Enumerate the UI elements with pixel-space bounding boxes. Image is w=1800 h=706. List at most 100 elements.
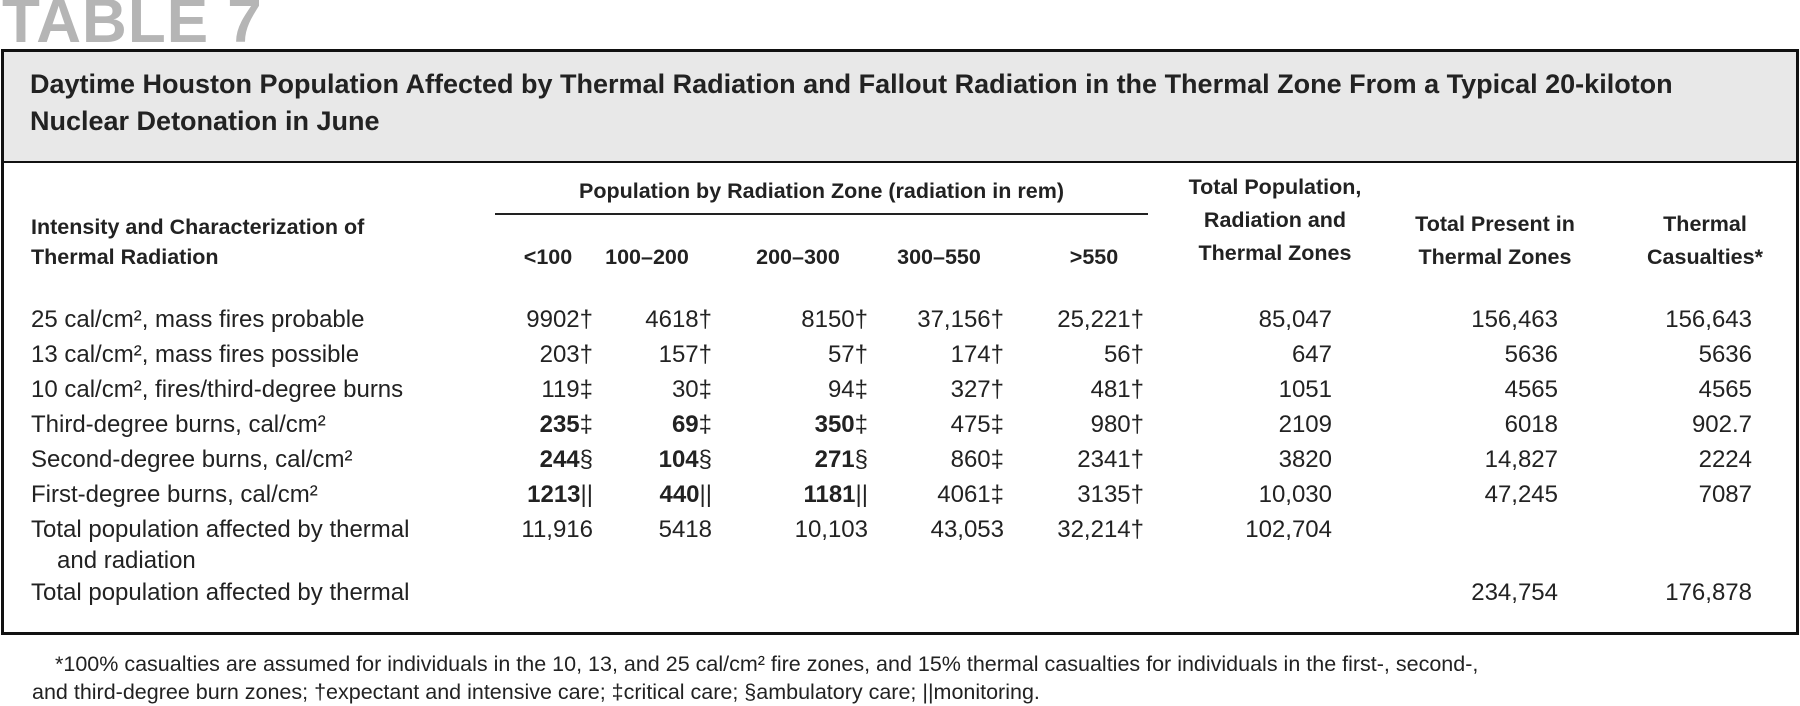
footnote-mark: † bbox=[1130, 376, 1144, 403]
table-cell: 85,047 bbox=[1259, 305, 1332, 335]
footnote-mark: † bbox=[990, 341, 1004, 368]
table-cell: 271§ bbox=[815, 445, 868, 475]
footnote-mark: † bbox=[1130, 306, 1144, 333]
cell-value: 3135 bbox=[1077, 481, 1131, 508]
table-cell: 475‡ bbox=[951, 410, 1004, 440]
cell-value: 57 bbox=[827, 341, 855, 368]
cell-value: 4618 bbox=[645, 306, 699, 333]
cell-value: 69 bbox=[671, 411, 699, 438]
cell-value: 174 bbox=[950, 341, 991, 368]
footnote-mark: ‡ bbox=[990, 481, 1004, 508]
cell-value: 7087 bbox=[1698, 481, 1752, 508]
footnote-mark: † bbox=[579, 341, 593, 368]
table-cell: 57† bbox=[828, 340, 868, 370]
cell-value: 647 bbox=[1291, 341, 1332, 368]
header-total-present-0: Total Present in bbox=[1415, 212, 1575, 236]
table-frame: Daytime Houston Population Affected by T… bbox=[1, 49, 1799, 635]
header-total-population-1: Radiation and bbox=[1203, 208, 1347, 232]
table-cell: 69‡ bbox=[672, 410, 712, 440]
header-total-population-0: Total Population, bbox=[1188, 175, 1362, 199]
table-cell: 156,643 bbox=[1665, 305, 1752, 335]
cell-value: 47,245 bbox=[1484, 481, 1558, 508]
footnote-mark: || bbox=[580, 481, 593, 508]
cell-value: 475 bbox=[950, 411, 991, 438]
table-cell: 3820 bbox=[1279, 445, 1332, 475]
cell-value: 2224 bbox=[1698, 446, 1752, 473]
table-cell: 56† bbox=[1104, 340, 1144, 370]
row-label: 25 cal/cm², mass fires probable bbox=[31, 306, 365, 333]
footnote-mark: † bbox=[1130, 446, 1144, 473]
row-label: 13 cal/cm², mass fires possible bbox=[31, 341, 360, 368]
table-cell: 174† bbox=[951, 340, 1004, 370]
cell-value: 350 bbox=[814, 411, 855, 438]
cell-value: 94 bbox=[827, 376, 855, 403]
header-intensity-line-1: Intensity and Characterization of bbox=[31, 215, 365, 239]
header-zone-0: <100 bbox=[523, 245, 573, 269]
row-label: Total population affected by thermal bbox=[31, 579, 410, 606]
footnote-mark: † bbox=[698, 341, 712, 368]
cell-value: 10,103 bbox=[794, 516, 868, 543]
cell-value: 9902 bbox=[526, 306, 580, 333]
cell-value: 2109 bbox=[1278, 411, 1332, 438]
cell-value: 176,878 bbox=[1665, 579, 1752, 606]
footnote-mark: || bbox=[699, 481, 712, 508]
cell-value: 14,827 bbox=[1484, 446, 1558, 473]
table-cell: 5636 bbox=[1699, 340, 1752, 370]
footnote-mark: ‡ bbox=[579, 411, 593, 438]
cell-value: 56 bbox=[1103, 341, 1131, 368]
table-cell: 235‡ bbox=[540, 410, 593, 440]
footnote-mark: † bbox=[1130, 516, 1144, 543]
table-cell: 1181|| bbox=[803, 480, 868, 510]
cell-value: 85,047 bbox=[1258, 306, 1332, 333]
header-zone-4: >550 bbox=[1069, 245, 1119, 269]
table-cell: 5418 bbox=[659, 515, 712, 545]
cell-value: 860 bbox=[950, 446, 991, 473]
footnote-mark: § bbox=[579, 446, 593, 473]
table-cell: 104§ bbox=[659, 445, 712, 475]
table-cell: 8150† bbox=[801, 305, 868, 335]
header-zone-3: 300–550 bbox=[897, 245, 981, 269]
cell-value: 2341 bbox=[1077, 446, 1131, 473]
footnote-mark: † bbox=[854, 306, 868, 333]
footnote-mark: ‡ bbox=[579, 376, 593, 403]
cell-value: 3820 bbox=[1278, 446, 1332, 473]
cell-value: 157 bbox=[658, 341, 699, 368]
footnote-mark: † bbox=[1130, 411, 1144, 438]
cell-value: 235 bbox=[539, 411, 580, 438]
header-zone-1: 100–200 bbox=[605, 245, 689, 269]
cell-value: 102,704 bbox=[1245, 516, 1332, 543]
cell-value: 481 bbox=[1090, 376, 1131, 403]
table-cell: 47,245 bbox=[1485, 480, 1558, 510]
table-cell: 94‡ bbox=[828, 375, 868, 405]
table-cell: 860‡ bbox=[951, 445, 1004, 475]
cell-value: 5636 bbox=[1698, 341, 1752, 368]
header-zone-2: 200–300 bbox=[756, 245, 840, 269]
table-cell: 980† bbox=[1091, 410, 1144, 440]
table-cell: 25,221† bbox=[1057, 305, 1144, 335]
cell-value: 5636 bbox=[1504, 341, 1558, 368]
cell-value: 104 bbox=[658, 446, 699, 473]
footnote-mark: † bbox=[990, 306, 1004, 333]
row-label: Total population affected by thermal bbox=[31, 516, 410, 543]
footnote-mark: † bbox=[1130, 341, 1144, 368]
table-cell: 440|| bbox=[659, 480, 712, 510]
footnote-mark: ‡ bbox=[698, 376, 712, 403]
cell-value: 37,156 bbox=[917, 306, 991, 333]
footnote-mark: § bbox=[854, 446, 868, 473]
row-label: and radiation bbox=[57, 547, 196, 574]
cell-value: 440 bbox=[659, 481, 700, 508]
footnote-mark: ‡ bbox=[990, 446, 1004, 473]
table-cell: 119‡ bbox=[541, 375, 593, 405]
footnote-mark: ‡ bbox=[990, 411, 1004, 438]
table-cell: 4061‡ bbox=[937, 480, 1004, 510]
table-cell: 30‡ bbox=[672, 375, 712, 405]
table-cell: 43,053 bbox=[931, 515, 1004, 545]
cell-value: 25,221 bbox=[1057, 306, 1131, 333]
cell-value: 244 bbox=[539, 446, 580, 473]
title-band: Daytime Houston Population Affected by T… bbox=[4, 52, 1796, 163]
header-total-population-2: Thermal Zones bbox=[1198, 241, 1352, 265]
cell-value: 8150 bbox=[801, 306, 855, 333]
table-cell: 102,704 bbox=[1245, 515, 1332, 545]
table-cell: 4618† bbox=[645, 305, 712, 335]
table-cell: 157† bbox=[659, 340, 712, 370]
